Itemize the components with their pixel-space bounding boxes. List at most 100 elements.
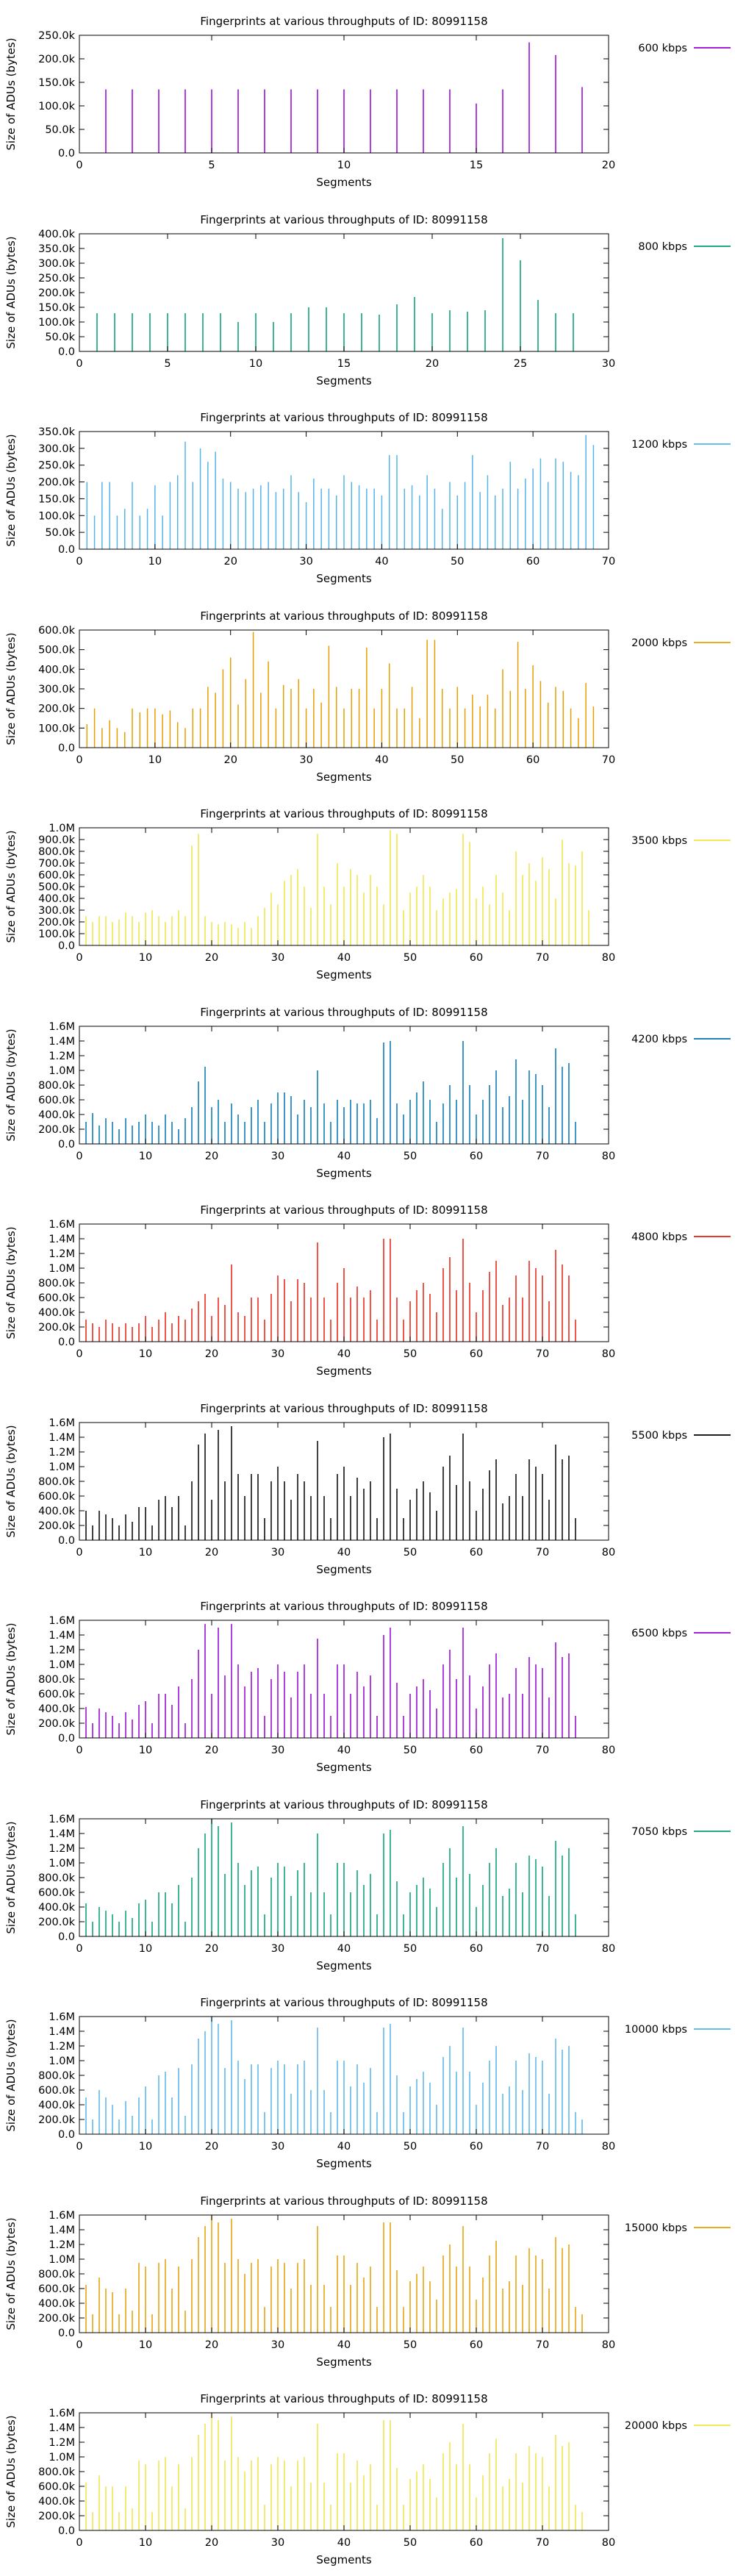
y-tick-label: 200.0k <box>38 477 76 489</box>
x-tick-label: 10 <box>139 1348 152 1360</box>
y-tick-label: 200.0k <box>38 1322 76 1334</box>
x-axis-label: Segments <box>316 1761 372 1774</box>
x-tick-label: 60 <box>470 1151 483 1162</box>
x-tick-label: 40 <box>337 1745 351 1756</box>
x-tick-label: 30 <box>271 1348 284 1360</box>
x-tick-label: 30 <box>271 1151 284 1162</box>
x-tick-label: 40 <box>337 1151 351 1162</box>
y-tick-label: 1.6M <box>49 1814 75 1825</box>
y-tick-label: 1.2M <box>49 2239 75 2251</box>
x-tick-label: 80 <box>602 952 615 964</box>
plot-frame <box>79 431 609 550</box>
y-tick-label: 400.0k <box>38 893 76 905</box>
chart-title: Fingerprints at various throughputs of I… <box>200 1006 487 1019</box>
y-tick-label: 1.4M <box>49 1630 75 1642</box>
x-tick-label: 30 <box>271 2141 284 2153</box>
y-tick-label: 1.4M <box>49 2422 75 2434</box>
y-tick-label: 400.0k <box>38 1109 76 1121</box>
y-tick-label: 0.0 <box>58 2129 75 2141</box>
y-tick-label: 250.0k <box>38 273 76 285</box>
x-tick-label: 40 <box>375 754 388 766</box>
x-tick-label: 10 <box>139 1547 152 1559</box>
x-tick-label: 80 <box>602 2537 615 2549</box>
legend-label: 6500 kbps <box>631 1628 687 1639</box>
x-tick-label: 80 <box>602 2141 615 2153</box>
y-tick-label: 200.0k <box>38 2114 76 2126</box>
legend-label: 800 kbps <box>638 241 687 253</box>
y-tick-label: 1.6M <box>49 1615 75 1627</box>
y-tick-label: 400.0k <box>38 1307 76 1319</box>
x-axis-label: Segments <box>316 2355 372 2369</box>
x-tick-label: 80 <box>602 1943 615 1955</box>
bar-series <box>85 1239 576 1342</box>
x-tick-label: 10 <box>139 952 152 964</box>
y-axis-label: Size of ADUs (bytes) <box>4 1821 18 1933</box>
y-tick-label: 400.0k <box>38 229 76 240</box>
legend-label: 7050 kbps <box>631 1826 687 1838</box>
x-tick-label: 20 <box>223 556 237 568</box>
chart-panel: Fingerprints at various throughputs of I… <box>4 213 731 387</box>
y-tick-label: 200.0k <box>38 917 76 929</box>
x-tick-label: 40 <box>337 2339 351 2351</box>
x-tick-label: 80 <box>602 1745 615 1756</box>
y-tick-label: 1.0M <box>49 1858 75 1870</box>
chart-panel: Fingerprints at various throughputs of I… <box>4 2194 731 2369</box>
x-tick-label: 70 <box>536 1745 549 1756</box>
y-tick-label: 300.0k <box>38 258 76 270</box>
y-tick-label: 1.6M <box>49 2408 75 2419</box>
x-tick-label: 60 <box>470 952 483 964</box>
y-tick-label: 800.0k <box>38 846 76 858</box>
legend-label: 10000 kbps <box>625 2024 687 2036</box>
x-tick-label: 10 <box>139 1151 152 1162</box>
y-tick-label: 0.0 <box>58 1139 75 1151</box>
y-tick-label: 1.2M <box>49 2437 75 2449</box>
bar-series <box>96 237 574 351</box>
y-tick-label: 800.0k <box>38 1278 76 1289</box>
bar-series <box>105 42 583 153</box>
y-tick-label: 900.0k <box>38 834 76 846</box>
y-axis-label: Size of ADUs (bytes) <box>4 434 18 546</box>
x-tick-label: 30 <box>271 1745 284 1756</box>
x-tick-label: 50 <box>404 1547 417 1559</box>
x-axis-label: Segments <box>316 572 372 585</box>
y-tick-label: 200.0k <box>38 287 76 299</box>
x-tick-label: 5 <box>164 358 171 370</box>
x-axis-label: Segments <box>316 1167 372 1180</box>
legend-label: 600 kbps <box>638 43 687 54</box>
y-tick-label: 400.0k <box>38 1703 76 1715</box>
y-tick-label: 150.0k <box>38 493 76 505</box>
y-tick-label: 400.0k <box>38 1506 76 1517</box>
y-tick-label: 50.0k <box>45 124 75 136</box>
x-tick-label: 60 <box>470 2537 483 2549</box>
y-tick-label: 1.2M <box>49 1645 75 1656</box>
y-tick-label: 800.0k <box>38 1872 76 1884</box>
y-tick-label: 100.0k <box>38 929 76 940</box>
bar-series <box>85 2214 583 2333</box>
x-tick-label: 30 <box>271 2537 284 2549</box>
x-axis-label: Segments <box>316 176 372 189</box>
x-tick-label: 20 <box>205 1943 218 1955</box>
x-tick-label: 20 <box>426 358 439 370</box>
x-tick-label: 40 <box>337 1943 351 1955</box>
bar-series <box>85 830 589 945</box>
y-tick-label: 400.0k <box>38 664 76 676</box>
legend-label: 4200 kbps <box>631 1034 687 1045</box>
x-tick-label: 40 <box>375 556 388 568</box>
y-tick-label: 1.6M <box>49 1021 75 1033</box>
x-tick-label: 0 <box>76 1151 82 1162</box>
y-tick-label: 1.2M <box>49 1051 75 1062</box>
x-tick-label: 70 <box>536 1151 549 1162</box>
y-tick-label: 100.0k <box>38 101 76 112</box>
y-tick-label: 0.0 <box>58 1733 75 1745</box>
y-tick-label: 1.0M <box>49 2452 75 2464</box>
x-tick-label: 0 <box>76 952 82 964</box>
x-tick-label: 0 <box>76 2339 82 2351</box>
y-axis-label: Size of ADUs (bytes) <box>4 1226 18 1339</box>
y-tick-label: 800.0k <box>38 2466 76 2478</box>
y-tick-label: 1.0M <box>49 1659 75 1671</box>
x-axis-label: Segments <box>316 1959 372 1972</box>
legend-label: 2000 kbps <box>631 637 687 649</box>
y-tick-label: 0.0 <box>58 940 75 952</box>
y-axis-label: Size of ADUs (bytes) <box>4 1028 18 1141</box>
